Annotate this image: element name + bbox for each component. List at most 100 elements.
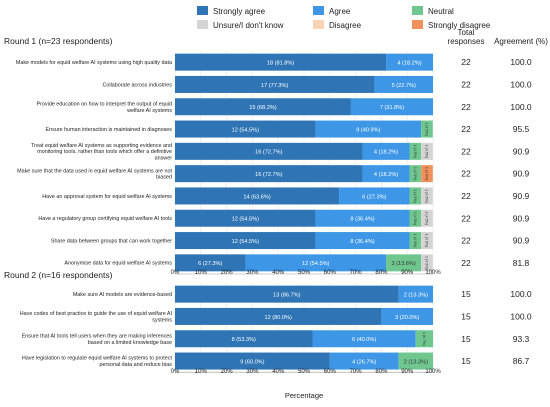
x-tick-label: 80% (375, 270, 388, 276)
bar-segment-label: 8 (36.4%) (350, 239, 374, 245)
bar-segment-label: 12 (54.5%) (232, 217, 259, 223)
total-responses-value: 22 (461, 146, 471, 156)
bar-segment-label: 1 (4.5%) (425, 256, 429, 270)
bar-segment (175, 98, 351, 116)
x-tick-label: 40% (272, 369, 285, 375)
row-label: Have an approval system for equid welfar… (42, 194, 172, 200)
bar-segment (315, 120, 422, 138)
agreement-value: 95.5 (513, 124, 530, 134)
agreement-value: 100.0 (510, 102, 532, 112)
bar-segment-label: 4 (26.7%) (352, 359, 376, 365)
bar-segment-label: 17 (77.3%) (261, 83, 288, 89)
bar-segment-label: 7 (31.8%) (380, 105, 404, 111)
bar-segment-label: 1 (4.5%) (413, 145, 417, 159)
bar-segment-label: 12 (80.0%) (265, 315, 292, 321)
bar-segment-label: 9 (60.0%) (240, 359, 264, 365)
row-label: Collaborate across industries (102, 82, 172, 88)
bar-segment-label: 12 (54.5%) (232, 127, 259, 133)
bar-segment (312, 330, 416, 348)
bar-segment (175, 209, 316, 227)
legend-swatch (313, 20, 324, 29)
bar-segment (409, 209, 422, 227)
bar-segment (315, 209, 410, 227)
total-responses-value: 15 (461, 334, 471, 344)
row-label: Make sure that the data used in equid we… (17, 168, 172, 180)
legend-label: Agree (329, 7, 351, 16)
bar-segment-label: 13 (86.7%) (273, 292, 300, 298)
x-tick-label: 60% (324, 270, 337, 276)
agreement-value: 90.9 (513, 213, 530, 223)
row-label: Make models for equid welfare AI systems… (16, 60, 172, 66)
legend-swatch (197, 6, 208, 15)
bar-segment-label: 12 (54.5%) (302, 261, 329, 267)
x-tick-label: 0% (171, 270, 180, 276)
bar-segment-label: 16 (72.7%) (255, 172, 282, 178)
bar-segment (398, 285, 433, 303)
bar-segment-label: 1 (6.7%) (422, 332, 426, 346)
total-responses-value: 15 (461, 311, 471, 321)
bar-segment-label: 18 (81.8%) (267, 60, 294, 66)
x-tick-label: 60% (324, 369, 337, 375)
bar-segment-label: 1 (4.5%) (413, 189, 417, 203)
bar-segment-label: 4 (18.2%) (374, 150, 398, 156)
agreement-value: 100.0 (510, 79, 532, 89)
bar-segment-label: 2 (13.3%) (404, 292, 428, 298)
x-axis-title: Percentage (285, 391, 323, 400)
bar-segment-label: 6 (40.0%) (352, 337, 376, 343)
x-tick-label: 70% (350, 369, 363, 375)
total-responses-value: 22 (461, 191, 471, 201)
legend-swatch (313, 6, 324, 15)
bar-segment (386, 53, 433, 71)
bar-segment (421, 165, 433, 183)
bar-segment-label: 1 (4.5%) (413, 167, 417, 181)
x-tick-label: 10% (195, 270, 208, 276)
agreement-value: 90.9 (513, 169, 530, 179)
legend-label: Unsure/I don't know (213, 21, 284, 30)
panel-title: Round 1 (n=23 respondents) (4, 36, 113, 46)
row-label: Ensure that AI tools tell users when the… (22, 333, 173, 345)
x-tick-label: 10% (195, 369, 208, 375)
bar-segment-label: 1 (4.5%) (425, 189, 429, 203)
bar-segment (409, 187, 422, 205)
row-label: Have legislation to regulate equid welfa… (22, 356, 173, 368)
bar-segment (175, 75, 375, 93)
x-tick-label: 30% (246, 270, 259, 276)
bar-segment (329, 352, 399, 370)
legend-swatch (412, 20, 423, 29)
agreement-value: 81.8 (513, 258, 530, 268)
row-label: Treat equid welfare AI systems as suppor… (31, 143, 172, 162)
legend-swatch (412, 6, 423, 15)
total-responses-value: 22 (461, 102, 471, 112)
bar-segment (415, 330, 433, 348)
legend-label: Strongly disagree (428, 21, 491, 30)
agreement-value: 100.0 (510, 311, 532, 321)
bar-segment (175, 142, 363, 160)
legend-label: Strongly agree (213, 7, 266, 16)
agreement-value: 100.0 (510, 57, 532, 67)
agreement-value: 90.9 (513, 236, 530, 246)
bar-segment (409, 165, 422, 183)
legend-swatch (197, 20, 208, 29)
total-responses-value: 22 (461, 124, 471, 134)
row-label: Make sure AI models are evidence-based (73, 292, 172, 298)
legend-label: Disagree (329, 21, 362, 30)
row-label: Share data between groups that can work … (51, 238, 172, 244)
bar-segment-label: 14 (63.6%) (243, 194, 270, 200)
row-label: Ensure human interaction is maintained i… (46, 127, 173, 133)
x-tick-label: 50% (298, 369, 311, 375)
bar-segment-label: 9 (40.9%) (356, 127, 380, 133)
bar-segment (175, 120, 316, 138)
bar-segment (362, 165, 410, 183)
bar-segment-label: 1 (4.5%) (425, 167, 429, 181)
legend-label: Neutral (428, 7, 454, 16)
bar-segment (421, 209, 433, 227)
bar-segment-label: 3 (20.0%) (395, 315, 419, 321)
bar-segment (421, 232, 433, 250)
bar-segment (421, 142, 433, 160)
x-tick-label: 90% (401, 369, 414, 375)
x-tick-label: 70% (350, 270, 363, 276)
x-tick-label: 20% (221, 369, 234, 375)
bar-segment-label: 3 (13.6%) (391, 261, 415, 267)
bar-segment (362, 142, 410, 160)
